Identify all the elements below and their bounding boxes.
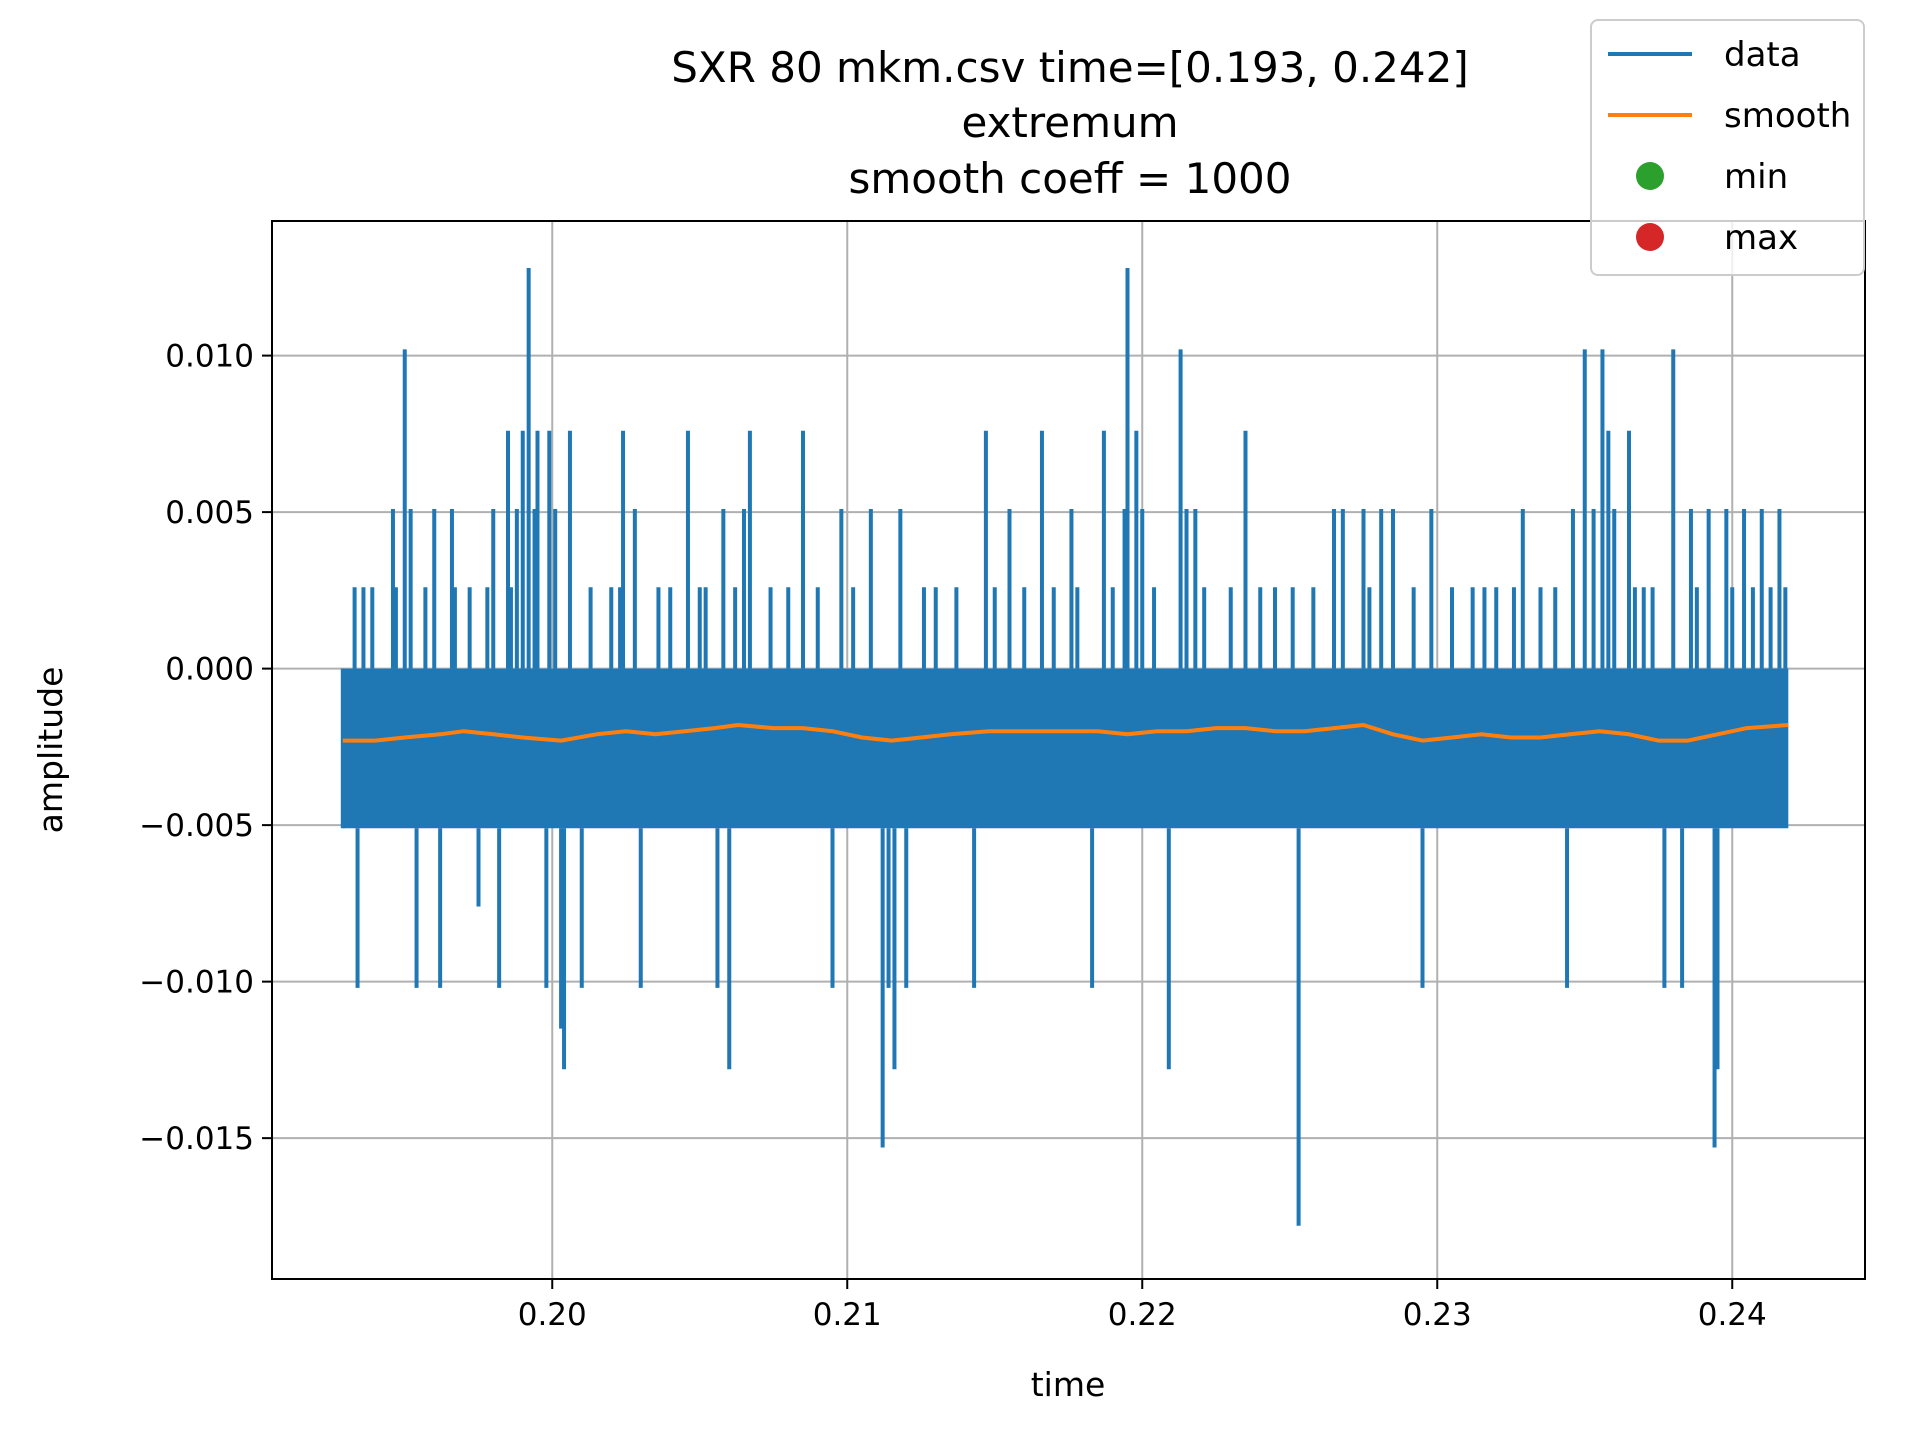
y-axis-ticks: −0.015 −0.010 −0.005 0.000 0.005 0.010 [139,339,272,1157]
chart-title-line-1: SXR 80 mkm.csv time=[0.193, 0.242] [671,43,1468,92]
legend-smooth-label: smooth [1724,96,1851,136]
smooth-line [342,723,1789,743]
series-data [340,267,1789,1226]
legend-max-label: max [1724,218,1798,258]
y-tick-label: 0.005 [165,495,254,531]
x-tick-label: 0.22 [1108,1297,1177,1333]
x-tick-label: 0.24 [1698,1297,1767,1333]
x-axis-ticks: 0.20 0.21 0.22 0.23 0.24 [518,1279,1767,1333]
legend-max-marker [1636,223,1664,251]
series-smooth [342,723,1789,743]
y-tick-label: −0.005 [139,808,254,844]
x-axis-label: time [1031,1365,1106,1404]
axes-frame [271,220,1866,1280]
y-axis-label: amplitude [31,667,70,834]
y-tick-label: 0.000 [165,652,254,688]
y-tick-label: −0.015 [139,1121,254,1157]
x-tick-label: 0.23 [1403,1297,1472,1333]
legend-min-label: min [1724,157,1788,197]
chart-title-line-3: smooth coeff = 1000 [849,154,1292,203]
legend-box [1590,19,1865,276]
legend-data-label: data [1724,35,1801,75]
x-tick-label: 0.20 [518,1297,587,1333]
chart-title: SXR 80 mkm.csv time=[0.193, 0.242] extre… [671,43,1468,203]
legend: data smooth min max [1590,19,1865,276]
y-tick-label: −0.010 [139,965,254,1001]
y-tick-label: 0.010 [165,339,254,375]
legend-min-marker [1636,162,1664,190]
chart-title-line-2: extremum [961,98,1178,147]
x-tick-label: 0.21 [813,1297,882,1333]
plot-area [340,267,1789,1226]
data-band [342,668,1789,829]
